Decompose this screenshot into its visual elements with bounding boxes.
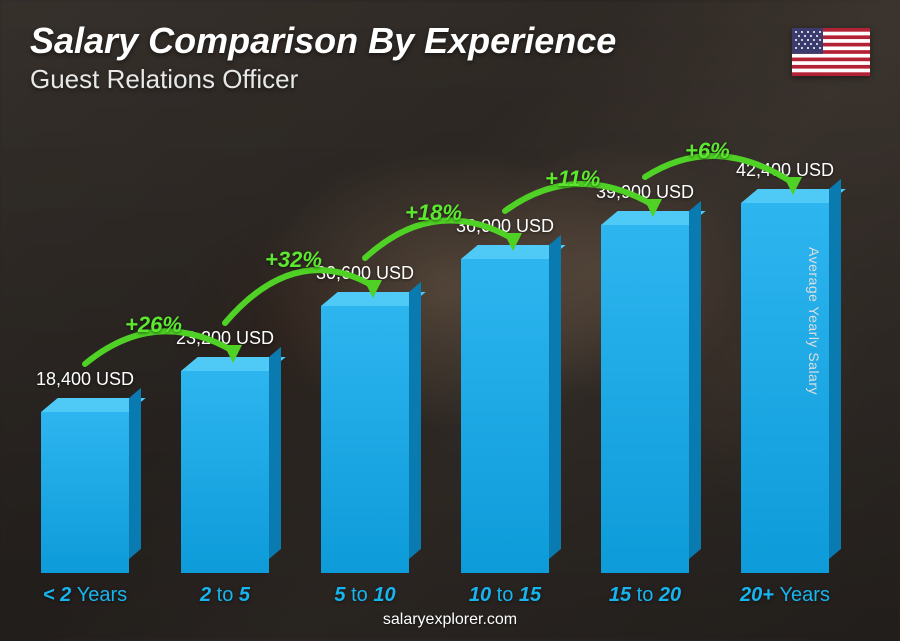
- bar-value-label: 36,000 USD: [435, 216, 575, 237]
- bar: [181, 371, 269, 573]
- bar-category-label: 15 to 20: [575, 584, 715, 607]
- bar-group: 36,000 USD10 to 15: [450, 259, 560, 573]
- bar-side-face: [689, 201, 701, 559]
- us-flag-icon: [792, 28, 870, 76]
- bar-group: 42,400 USD20+ Years: [730, 203, 840, 573]
- bar-value-label: 30,600 USD: [295, 263, 435, 284]
- bar-group: 39,900 USD15 to 20: [590, 225, 700, 573]
- bar-category-label: 20+ Years: [715, 584, 855, 607]
- bar: [461, 259, 549, 573]
- bar-front: [461, 259, 549, 573]
- bar: [41, 412, 129, 573]
- bar-front: [41, 412, 129, 573]
- bar-front: [321, 306, 409, 573]
- bar-value-label: 18,400 USD: [15, 369, 155, 390]
- bar-side-face: [409, 282, 421, 559]
- bar: [601, 225, 689, 573]
- bar-category-label: 2 to 5: [155, 584, 295, 607]
- footer-attribution: salaryexplorer.com: [0, 611, 900, 629]
- bar-category-label: 10 to 15: [435, 584, 575, 607]
- bar-value-label: 39,900 USD: [575, 182, 715, 203]
- bar-group: 30,600 USD5 to 10: [310, 306, 420, 573]
- bar-chart: 18,400 USD< 2 Years 23,200 USD2 to 5 30,60…: [30, 143, 840, 573]
- y-axis-label: Average Yearly Salary: [806, 247, 822, 395]
- bar-side-face: [829, 179, 841, 559]
- bar-group: 23,200 USD2 to 5: [170, 371, 280, 573]
- title-block: Salary Comparison By Experience Guest Re…: [30, 20, 616, 95]
- chart-subtitle: Guest Relations Officer: [30, 64, 616, 95]
- bar-front: [601, 225, 689, 573]
- bar-group: 18,400 USD< 2 Years: [30, 412, 140, 573]
- chart-title: Salary Comparison By Experience: [30, 20, 616, 62]
- bar-category-label: 5 to 10: [295, 584, 435, 607]
- bar-category-label: < 2 Years: [15, 584, 155, 607]
- bar-value-label: 42,400 USD: [715, 160, 855, 181]
- bar-side-face: [549, 235, 561, 559]
- bar-side-face: [129, 388, 141, 559]
- bar-value-label: 23,200 USD: [155, 328, 295, 349]
- bar-side-face: [269, 347, 281, 559]
- bar: [321, 306, 409, 573]
- bar-front: [181, 371, 269, 573]
